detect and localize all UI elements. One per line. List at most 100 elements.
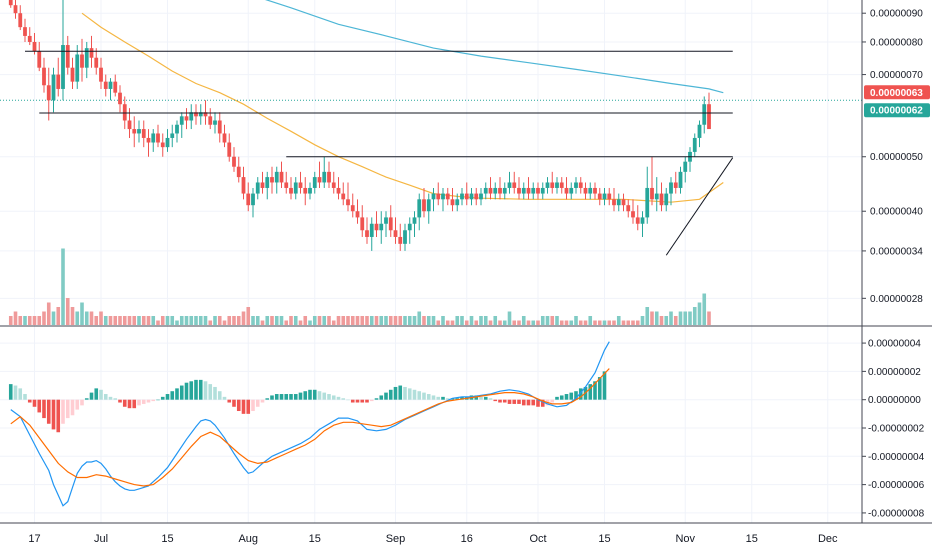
last-price-badge-label: 0.00000062 <box>870 106 923 117</box>
macd-histogram-bar <box>175 388 179 400</box>
candle-body <box>607 193 612 200</box>
candle-body <box>103 81 108 89</box>
candle-body <box>184 116 189 121</box>
volume-bar <box>293 316 298 325</box>
macd-histogram-bar <box>327 394 331 400</box>
macd-histogram-bar <box>588 384 593 400</box>
candle-body <box>113 81 118 93</box>
macd-histogram-bar <box>346 399 350 401</box>
volume-bar <box>445 320 450 325</box>
volume-bar <box>403 316 407 325</box>
volume-bar <box>616 316 621 325</box>
candle-body <box>322 171 327 183</box>
macd-histogram-bar <box>426 394 431 400</box>
candle-body <box>346 199 350 206</box>
candlesticks <box>8 0 711 251</box>
macd-histogram-bar <box>308 389 312 400</box>
volume-bar <box>526 320 531 325</box>
candle-body <box>203 112 208 117</box>
macd-histogram-bar <box>574 391 578 400</box>
macd-histogram-bar <box>289 394 293 400</box>
candle-body <box>555 182 559 188</box>
volume-bar <box>426 316 431 325</box>
candle-body <box>483 187 488 194</box>
macd-histogram-bar <box>279 394 284 400</box>
volume-bar <box>308 320 312 325</box>
macd-histogram-bar <box>260 399 265 403</box>
candle-body <box>502 187 507 194</box>
candle-body <box>526 187 531 194</box>
volume-bar <box>18 316 23 325</box>
volume-bar <box>265 316 270 325</box>
volume-bar <box>156 320 160 325</box>
candle-body <box>384 217 388 224</box>
candle-body <box>507 182 512 188</box>
volume-bar <box>151 316 156 325</box>
volume-bar <box>455 316 460 325</box>
volume-bar <box>137 316 141 325</box>
volume-bar <box>8 316 13 325</box>
candle-body <box>474 193 479 200</box>
volume-bar <box>65 298 70 325</box>
volume-bar <box>398 316 403 325</box>
volume-bar <box>89 311 94 325</box>
macd-histogram-bar <box>536 399 540 407</box>
volume-bar <box>175 320 179 325</box>
candle-body <box>260 182 265 188</box>
candle-body <box>441 193 445 200</box>
macd-histogram-bar <box>179 385 184 400</box>
macd-tick-label: 0.00000002 <box>868 367 921 378</box>
volume-bar <box>507 311 512 325</box>
volume-bar <box>536 320 540 325</box>
volume-bar <box>569 320 574 325</box>
volume-bar <box>683 311 688 325</box>
candle-body <box>512 182 517 188</box>
candle-body <box>84 48 89 68</box>
candle-body <box>194 112 198 117</box>
candle-body <box>574 182 578 188</box>
candle-body <box>293 182 298 194</box>
moving-average-slow <box>264 0 724 94</box>
macd-histogram-bar <box>32 399 37 407</box>
volume-bar <box>222 320 227 325</box>
volume-bar <box>255 316 260 325</box>
macd-histogram-bar <box>51 399 56 430</box>
macd-histogram-bar <box>118 399 122 403</box>
candle-body <box>488 187 493 194</box>
macd-histogram-bar <box>564 394 569 400</box>
macd-histogram-bar <box>232 399 236 407</box>
macd-histogram-bar <box>303 391 308 400</box>
macd-histogram-bar <box>56 399 61 433</box>
macd-histogram-bar <box>512 399 517 404</box>
last-price-badges: 0.00000063 0.00000062 <box>864 85 930 118</box>
candle-body <box>217 120 222 134</box>
candle-body <box>493 187 498 194</box>
volume-bar <box>441 316 445 325</box>
volume-bar <box>431 316 436 325</box>
macd-histogram-bar <box>113 398 118 400</box>
trendline <box>665 157 734 256</box>
volume-bar <box>654 311 659 325</box>
macd-histogram-bar <box>227 399 232 403</box>
volume-bar <box>488 320 493 325</box>
macd-histogram-bar <box>8 384 13 400</box>
volume-bar <box>678 311 683 325</box>
volume-bar <box>659 316 664 325</box>
candle-body <box>89 48 94 58</box>
volume-bar <box>99 311 103 325</box>
macd-tick-label: -0.00000006 <box>868 480 925 491</box>
candle-body <box>450 199 455 206</box>
macd-tick-label: -0.00000004 <box>868 452 925 463</box>
macd-histogram-bar <box>217 391 222 400</box>
volume-bar <box>241 311 246 325</box>
macd-histogram-bar <box>365 399 369 403</box>
macd-histogram-bar <box>89 392 94 400</box>
macd-histogram-bar <box>493 399 498 402</box>
macd-histogram-bar <box>526 399 531 406</box>
volume-bar <box>602 320 607 325</box>
candle-body <box>536 187 540 194</box>
macd-histogram-bar <box>75 399 80 410</box>
candle-body <box>23 27 27 36</box>
candle-body <box>213 120 217 125</box>
candle-body <box>127 120 132 130</box>
